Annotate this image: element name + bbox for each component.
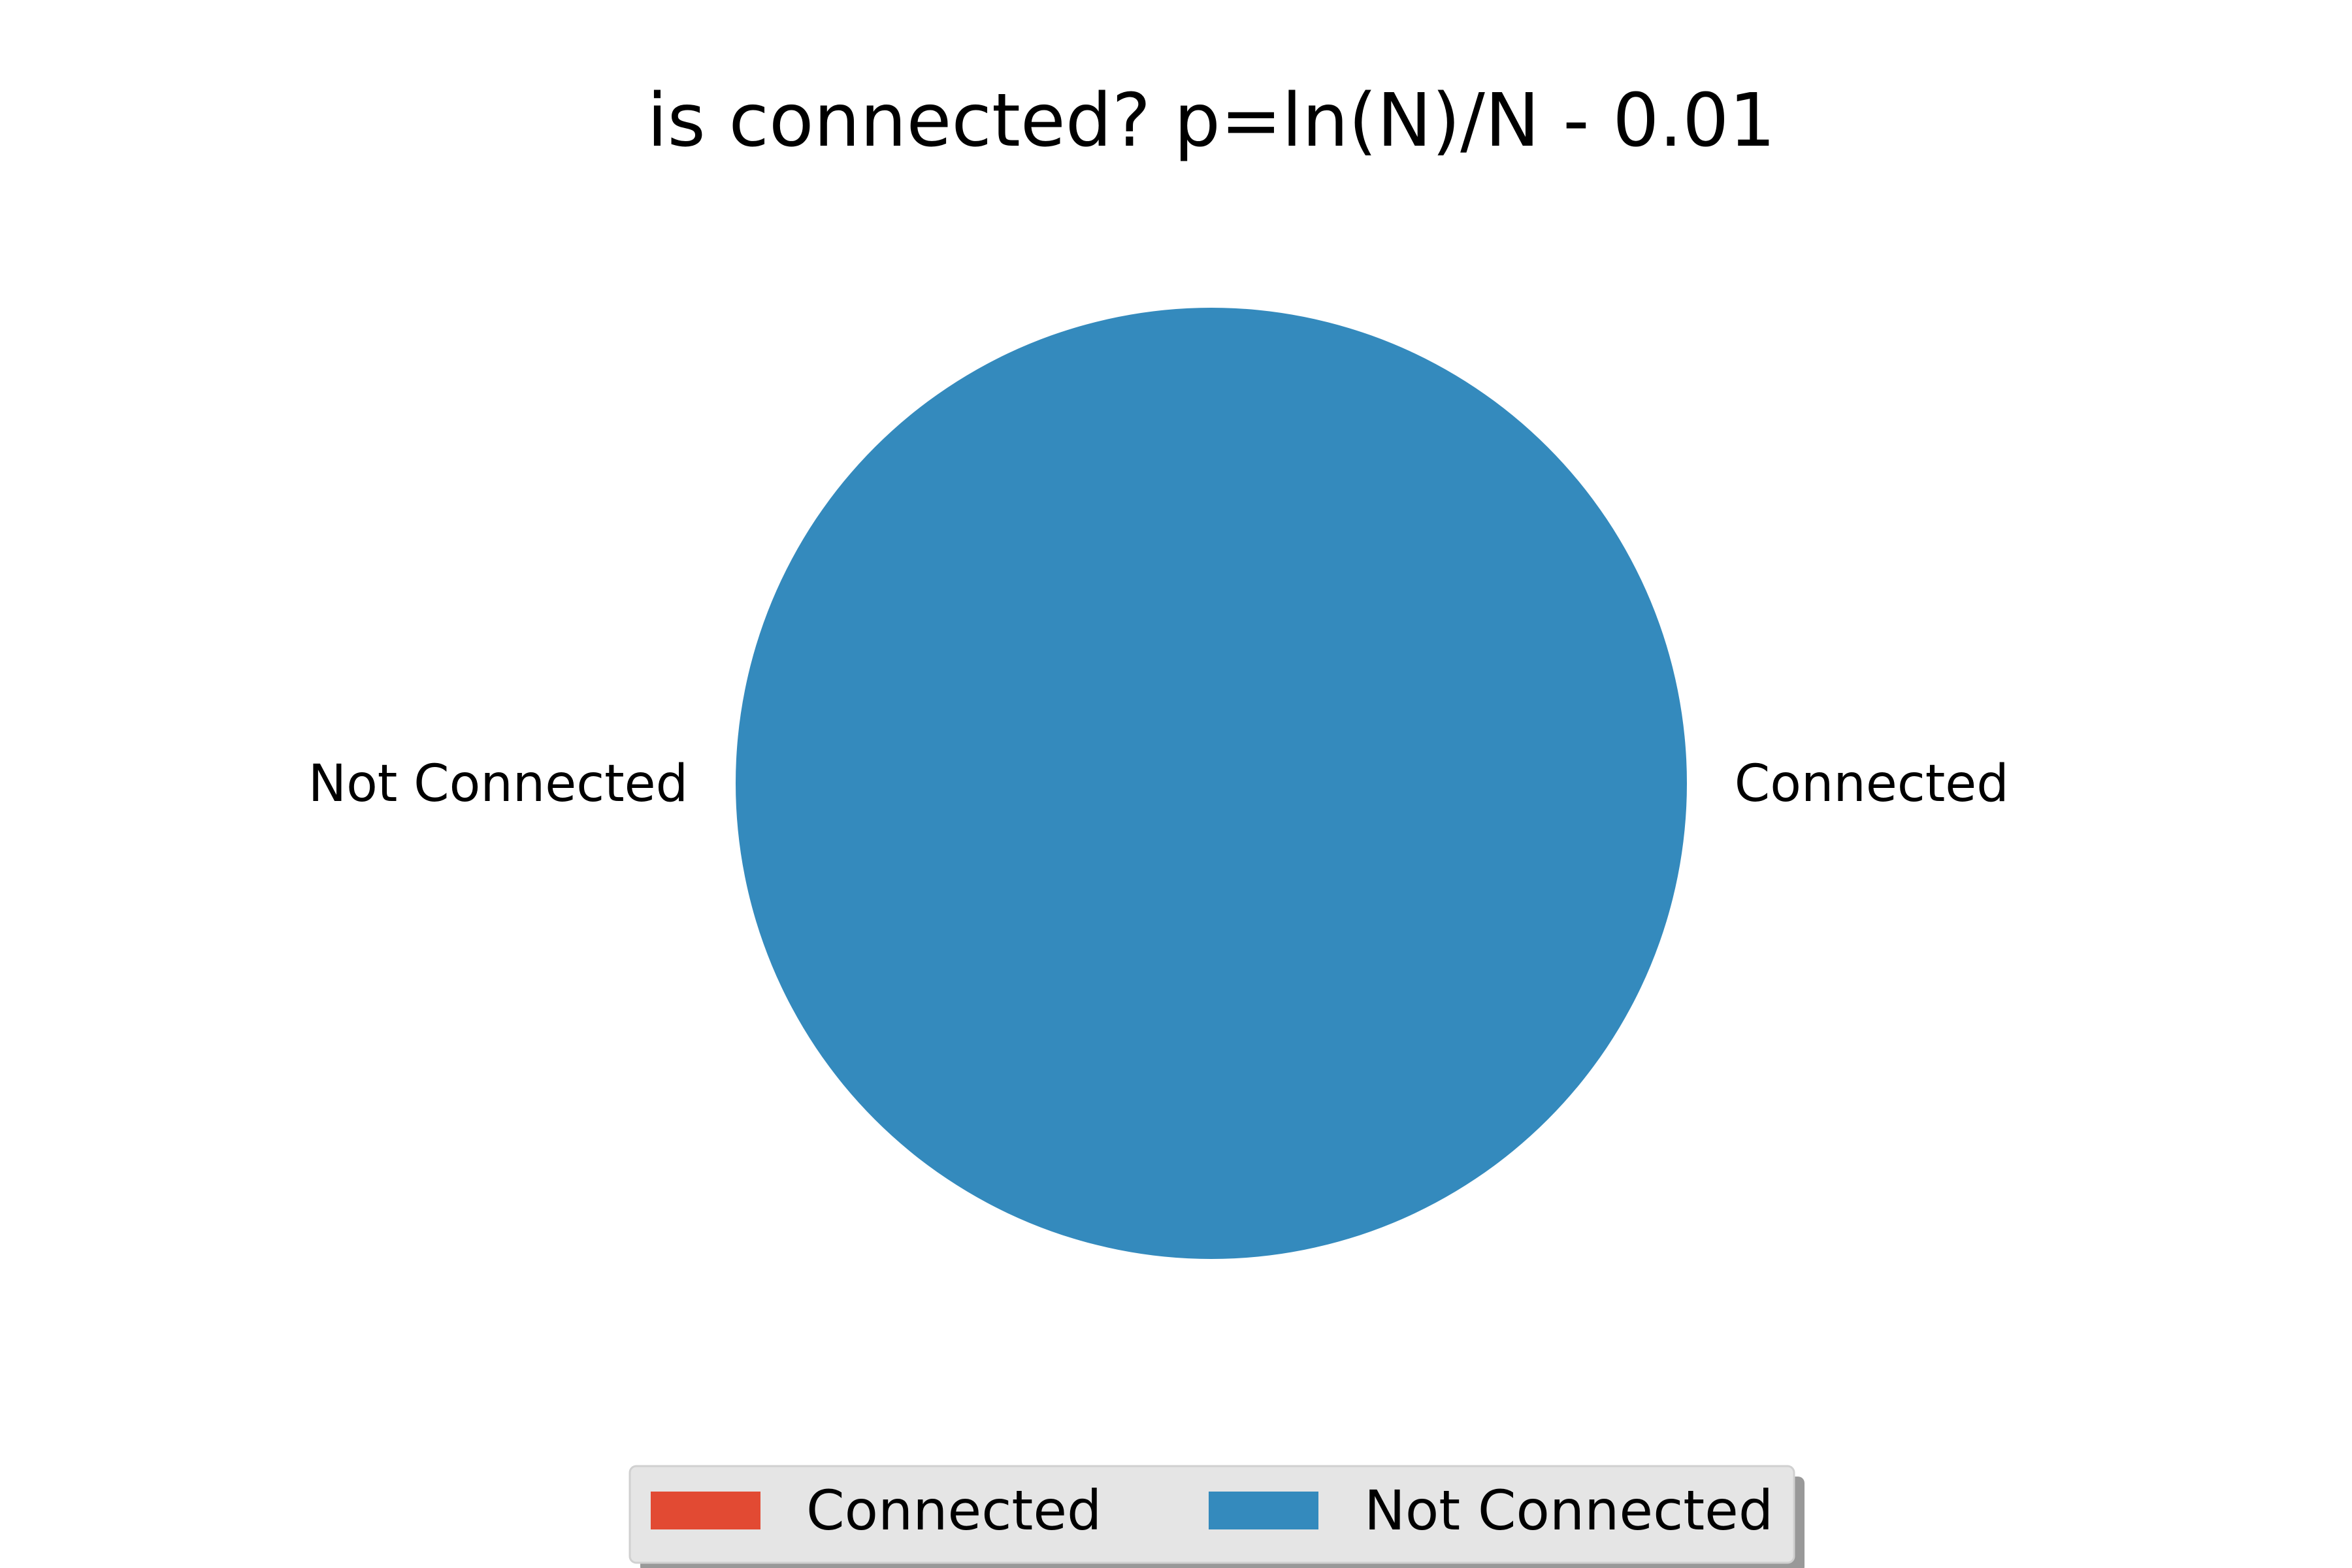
chart-title: is connected? p=ln(N)/N - 0.01	[647, 78, 1775, 163]
legend-swatch-connected	[651, 1492, 760, 1529]
legend-entries: Connected Not Connected	[651, 1478, 1773, 1543]
legend: Connected Not Connected	[629, 1465, 1805, 1568]
slice-label-connected: Connected	[1735, 755, 2009, 813]
pie-slices	[736, 308, 1687, 1259]
legend-swatch-not-connected	[1209, 1492, 1318, 1529]
slice-label-not-connected: Not Connected	[308, 755, 688, 813]
legend-label-connected: Connected	[806, 1478, 1102, 1543]
legend-label-not-connected: Not Connected	[1364, 1478, 1773, 1543]
pie-slice-not-connected	[736, 308, 1687, 1259]
pie-slice-labels: Connected Not Connected	[308, 755, 2009, 813]
